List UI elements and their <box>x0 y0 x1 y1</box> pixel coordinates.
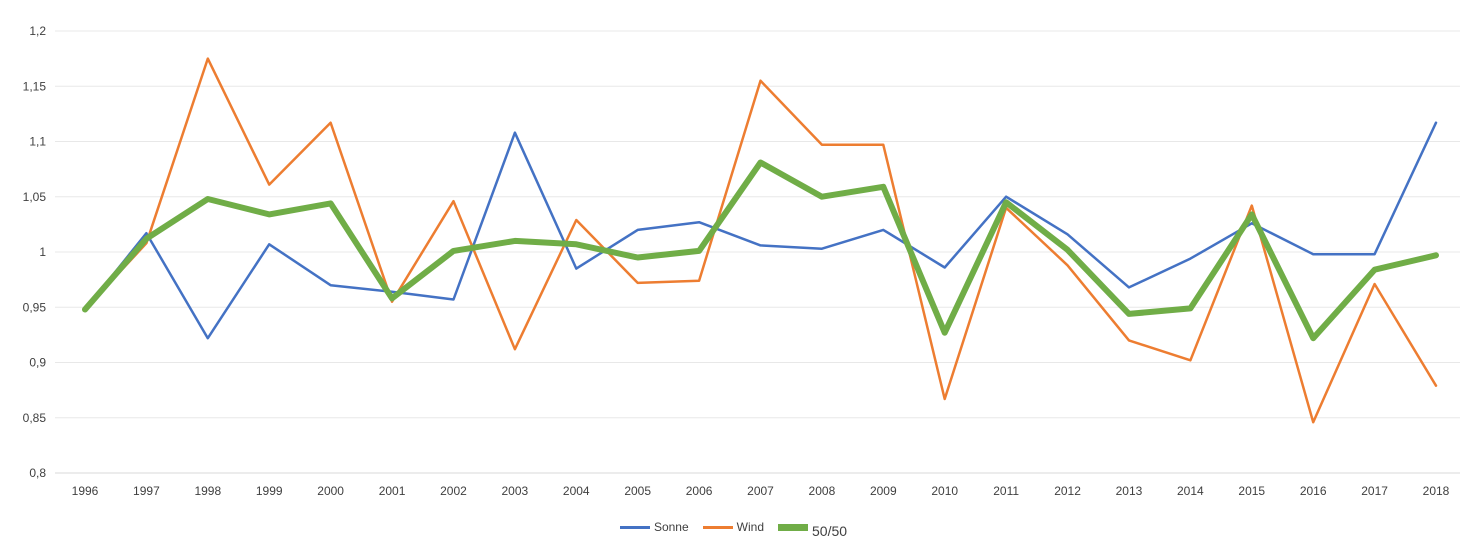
x-tick-label: 2002 <box>440 484 467 498</box>
x-tick-label: 2007 <box>747 484 774 498</box>
x-tick-label: 1998 <box>194 484 221 498</box>
y-tick-label: 1,05 <box>23 190 47 204</box>
legend-item-wind: Wind <box>702 520 764 534</box>
y-tick-label: 1,1 <box>29 135 46 149</box>
y-tick-label: 0,85 <box>23 411 47 425</box>
x-tick-label: 2001 <box>379 484 406 498</box>
legend-label-wind: Wind <box>736 520 764 534</box>
x-tick-label: 2008 <box>809 484 836 498</box>
x-tick-label: 2005 <box>624 484 651 498</box>
legend-swatch-wind <box>702 525 733 529</box>
x-tick-label: 2009 <box>870 484 897 498</box>
series-lines <box>82 57 1439 424</box>
x-tick-label: 2015 <box>1238 484 1265 498</box>
legend-swatch-sonne <box>619 525 650 529</box>
y-tick-label: 1,15 <box>23 79 47 93</box>
y-tick-label: 1 <box>39 245 46 259</box>
x-tick-label: 2016 <box>1300 484 1327 498</box>
x-tick-label: 2018 <box>1423 484 1450 498</box>
x-tick-label: 2006 <box>686 484 713 498</box>
series-line-sonne <box>83 121 1438 340</box>
x-tick-label: 2012 <box>1054 484 1081 498</box>
y-tick-label: 0,95 <box>23 300 47 314</box>
series-line-50-50 <box>82 159 1439 342</box>
x-tick-label: 2017 <box>1361 484 1388 498</box>
x-axis: 1996 1997 1998 1999 2000 2001 2002 2003 2004 2005… <box>72 484 1450 498</box>
legend-item-sonne: Sonne <box>619 520 689 534</box>
x-tick-label: 1997 <box>133 484 160 498</box>
legend-label-sonne: Sonne <box>653 520 689 534</box>
x-tick-label: 2013 <box>1116 484 1143 498</box>
x-tick-label: 2004 <box>563 484 590 498</box>
x-tick-label: 1996 <box>72 484 99 498</box>
y-tick-label: 0,8 <box>29 466 46 480</box>
y-tick-label: 0,9 <box>29 356 46 370</box>
legend-label-5050: 50/50 <box>812 523 848 539</box>
legend: Sonne Wind 50/50 <box>0 512 1467 542</box>
series-line-wind <box>83 57 1438 424</box>
gridlines <box>55 30 1460 474</box>
legend-swatch-5050 <box>778 523 808 531</box>
x-tick-label: 2000 <box>317 484 344 498</box>
y-axis: 0,8 0,85 0,9 0,95 1 1,05 1,1 1,15 1,2 <box>23 24 47 480</box>
x-tick-label: 1999 <box>256 484 283 498</box>
y-tick-label: 1,2 <box>29 24 46 38</box>
legend-item-5050: 50/50 <box>778 519 847 539</box>
x-tick-label: 2014 <box>1177 484 1204 498</box>
x-tick-label: 2011 <box>993 484 1019 498</box>
x-tick-label: 2003 <box>502 484 529 498</box>
x-tick-label: 2010 <box>931 484 958 498</box>
